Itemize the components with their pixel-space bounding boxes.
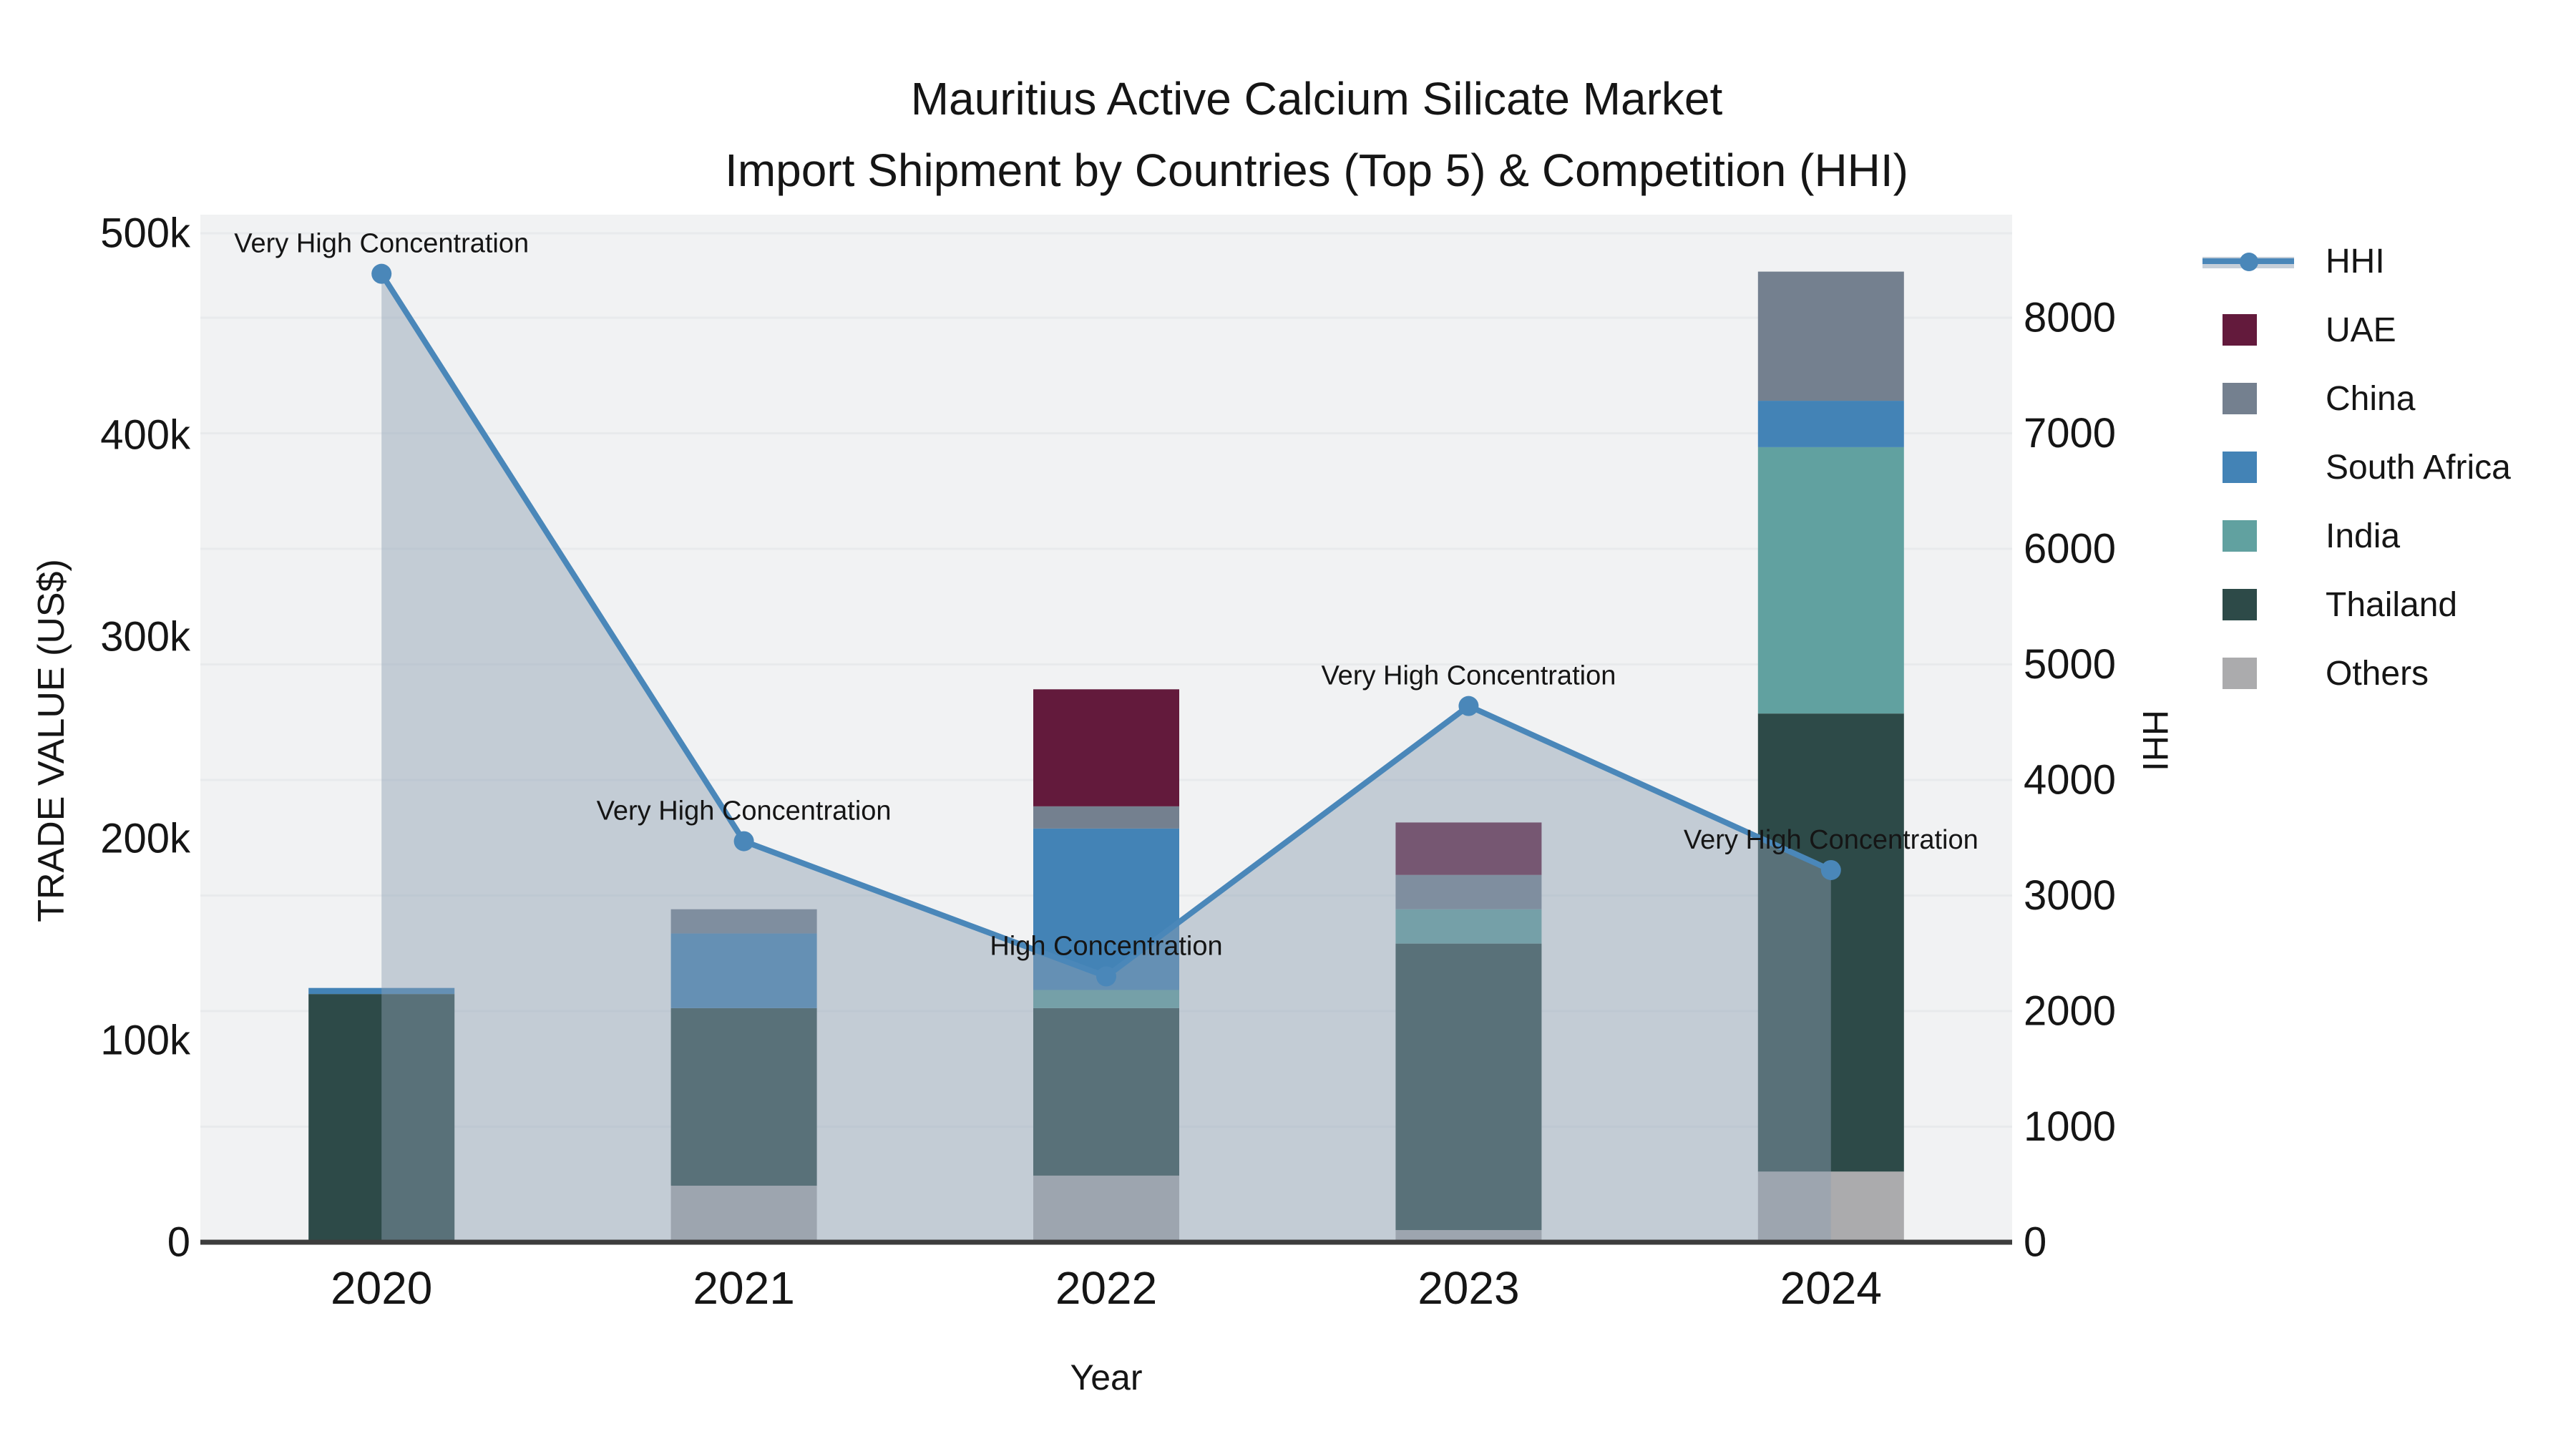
bar-segment-south-africa-2021 — [670, 933, 817, 1008]
legend-icon-col — [2202, 520, 2310, 552]
x-tick-label-2024: 2024 — [1780, 1262, 1882, 1314]
bar-segment-south-africa-2024 — [1757, 401, 1904, 447]
y-right-tick-label: 3000 — [2024, 872, 2116, 919]
y-right-tick-label: 6000 — [2024, 526, 2116, 572]
legend-item-uae: UAE — [2202, 296, 2511, 364]
x-tick-label-2021: 2021 — [693, 1262, 794, 1314]
legend-item-china: China — [2202, 364, 2511, 433]
legend-swatch-others — [2223, 658, 2257, 689]
y-left-tick-label: 300k — [100, 614, 191, 660]
bar-segment-india-2022 — [1033, 990, 1179, 1008]
legend-icon-col — [2202, 658, 2310, 689]
y-right-tick-label: 1000 — [2024, 1103, 2116, 1150]
legend: HHI UAE China South Africa India Thailand Othe… — [2202, 227, 2511, 708]
legend-label-china: China — [2326, 379, 2416, 418]
y-right-tick-label: 7000 — [2024, 410, 2116, 457]
bar-segment-uae-2023 — [1395, 822, 1542, 875]
x-tick-label-2023: 2023 — [1418, 1262, 1519, 1314]
bar-segment-thailand-2021 — [670, 1008, 817, 1186]
y-left-tick-label: 400k — [100, 412, 191, 459]
x-tick-label-2022: 2022 — [1055, 1262, 1157, 1314]
legend-label-others: Others — [2326, 654, 2429, 693]
bar-segment-thailand-2020 — [308, 994, 455, 1242]
legend-item-south-africa: South Africa — [2202, 433, 2511, 502]
legend-label-south-africa: South Africa — [2326, 448, 2511, 487]
y-right-tick-label: 0 — [2024, 1219, 2046, 1266]
bar-segment-uae-2022 — [1033, 689, 1179, 806]
hhi-marker-2024 — [1820, 859, 1841, 880]
y-left-tick-label: 500k — [100, 210, 191, 257]
bar-segment-thailand-2023 — [1395, 943, 1542, 1231]
bar-segment-china-2021 — [670, 909, 817, 934]
y-right-tick-label: 8000 — [2024, 295, 2116, 341]
left-axis-title: TRADE VALUE (US$) — [31, 559, 72, 922]
legend-label-hhi: HHI — [2326, 242, 2385, 280]
y-right-tick-label: 5000 — [2024, 641, 2116, 688]
bar-segment-others-2022 — [1033, 1175, 1179, 1242]
y-right-tick-label: 4000 — [2024, 757, 2116, 804]
annotation-2022: High Concentration — [990, 932, 1222, 962]
legend-swatch-india — [2223, 520, 2257, 552]
legend-icon-col — [2202, 589, 2310, 620]
legend-label-thailand: Thailand — [2326, 585, 2458, 624]
annotation-2023: Very High Concentration — [1321, 661, 1616, 691]
bar-segment-india-2024 — [1757, 447, 1904, 714]
chart-title-line2: Import Shipment by Countries (Top 5) & C… — [725, 145, 1908, 196]
bar-segment-thailand-2022 — [1033, 1008, 1179, 1176]
annotation-2024: Very High Concentration — [1684, 825, 1979, 855]
bar-segment-south-africa-2022 — [1033, 828, 1179, 990]
x-tick-label-2020: 2020 — [331, 1262, 432, 1314]
hhi-marker-2020 — [371, 263, 392, 284]
legend-label-uae: UAE — [2326, 311, 2396, 349]
legend-icon-col — [2202, 314, 2310, 346]
legend-item-others: Others — [2202, 639, 2511, 708]
bar-segment-south-africa-2020 — [308, 987, 455, 995]
x-axis-title: Year — [1070, 1357, 1143, 1397]
legend-swatch-china — [2223, 383, 2257, 414]
legend-item-thailand: Thailand — [2202, 570, 2511, 639]
bar-segment-thailand-2024 — [1757, 713, 1904, 1172]
bar-segment-others-2021 — [670, 1186, 817, 1242]
chart-title: Mauritius Active Calcium Silicate Market… — [725, 63, 1908, 206]
legend-icon-col — [2202, 452, 2310, 483]
bar-segment-others-2023 — [1395, 1230, 1542, 1242]
annotation-2021: Very High Concentration — [597, 796, 892, 826]
legend-icon-col — [2202, 247, 2310, 275]
legend-item-india: India — [2202, 502, 2511, 570]
hhi-marker-swatch — [2240, 253, 2258, 271]
legend-icon-col — [2202, 383, 2310, 414]
bar-segment-india-2023 — [1395, 909, 1542, 944]
y-left-tick-label: 200k — [100, 816, 191, 862]
legend-item-hhi: HHI — [2202, 227, 2511, 296]
legend-swatch-thailand — [2223, 589, 2257, 620]
chart-title-line1: Mauritius Active Calcium Silicate Market — [910, 73, 1723, 125]
bar-segment-china-2022 — [1033, 806, 1179, 829]
legend-label-india: India — [2326, 517, 2401, 555]
right-axis-title: HHI — [2135, 709, 2175, 772]
y-left-tick-label: 100k — [100, 1018, 191, 1064]
annotation-2020: Very High Concentration — [234, 229, 529, 259]
hhi-marker-2023 — [1458, 696, 1479, 716]
bar-segment-china-2023 — [1395, 874, 1542, 909]
hhi-marker-2021 — [733, 831, 754, 852]
legend-swatch-south-africa — [2223, 452, 2257, 483]
hhi-line-legend-icon — [2202, 247, 2294, 275]
y-right-tick-label: 2000 — [2024, 988, 2116, 1035]
y-left-tick-label: 0 — [167, 1219, 190, 1266]
legend-swatch-uae — [2223, 314, 2257, 346]
bar-segment-others-2024 — [1757, 1171, 1904, 1242]
hhi-marker-2022 — [1096, 966, 1116, 987]
hhi-area-fill — [381, 273, 1831, 1242]
bar-segment-china-2024 — [1757, 271, 1904, 401]
